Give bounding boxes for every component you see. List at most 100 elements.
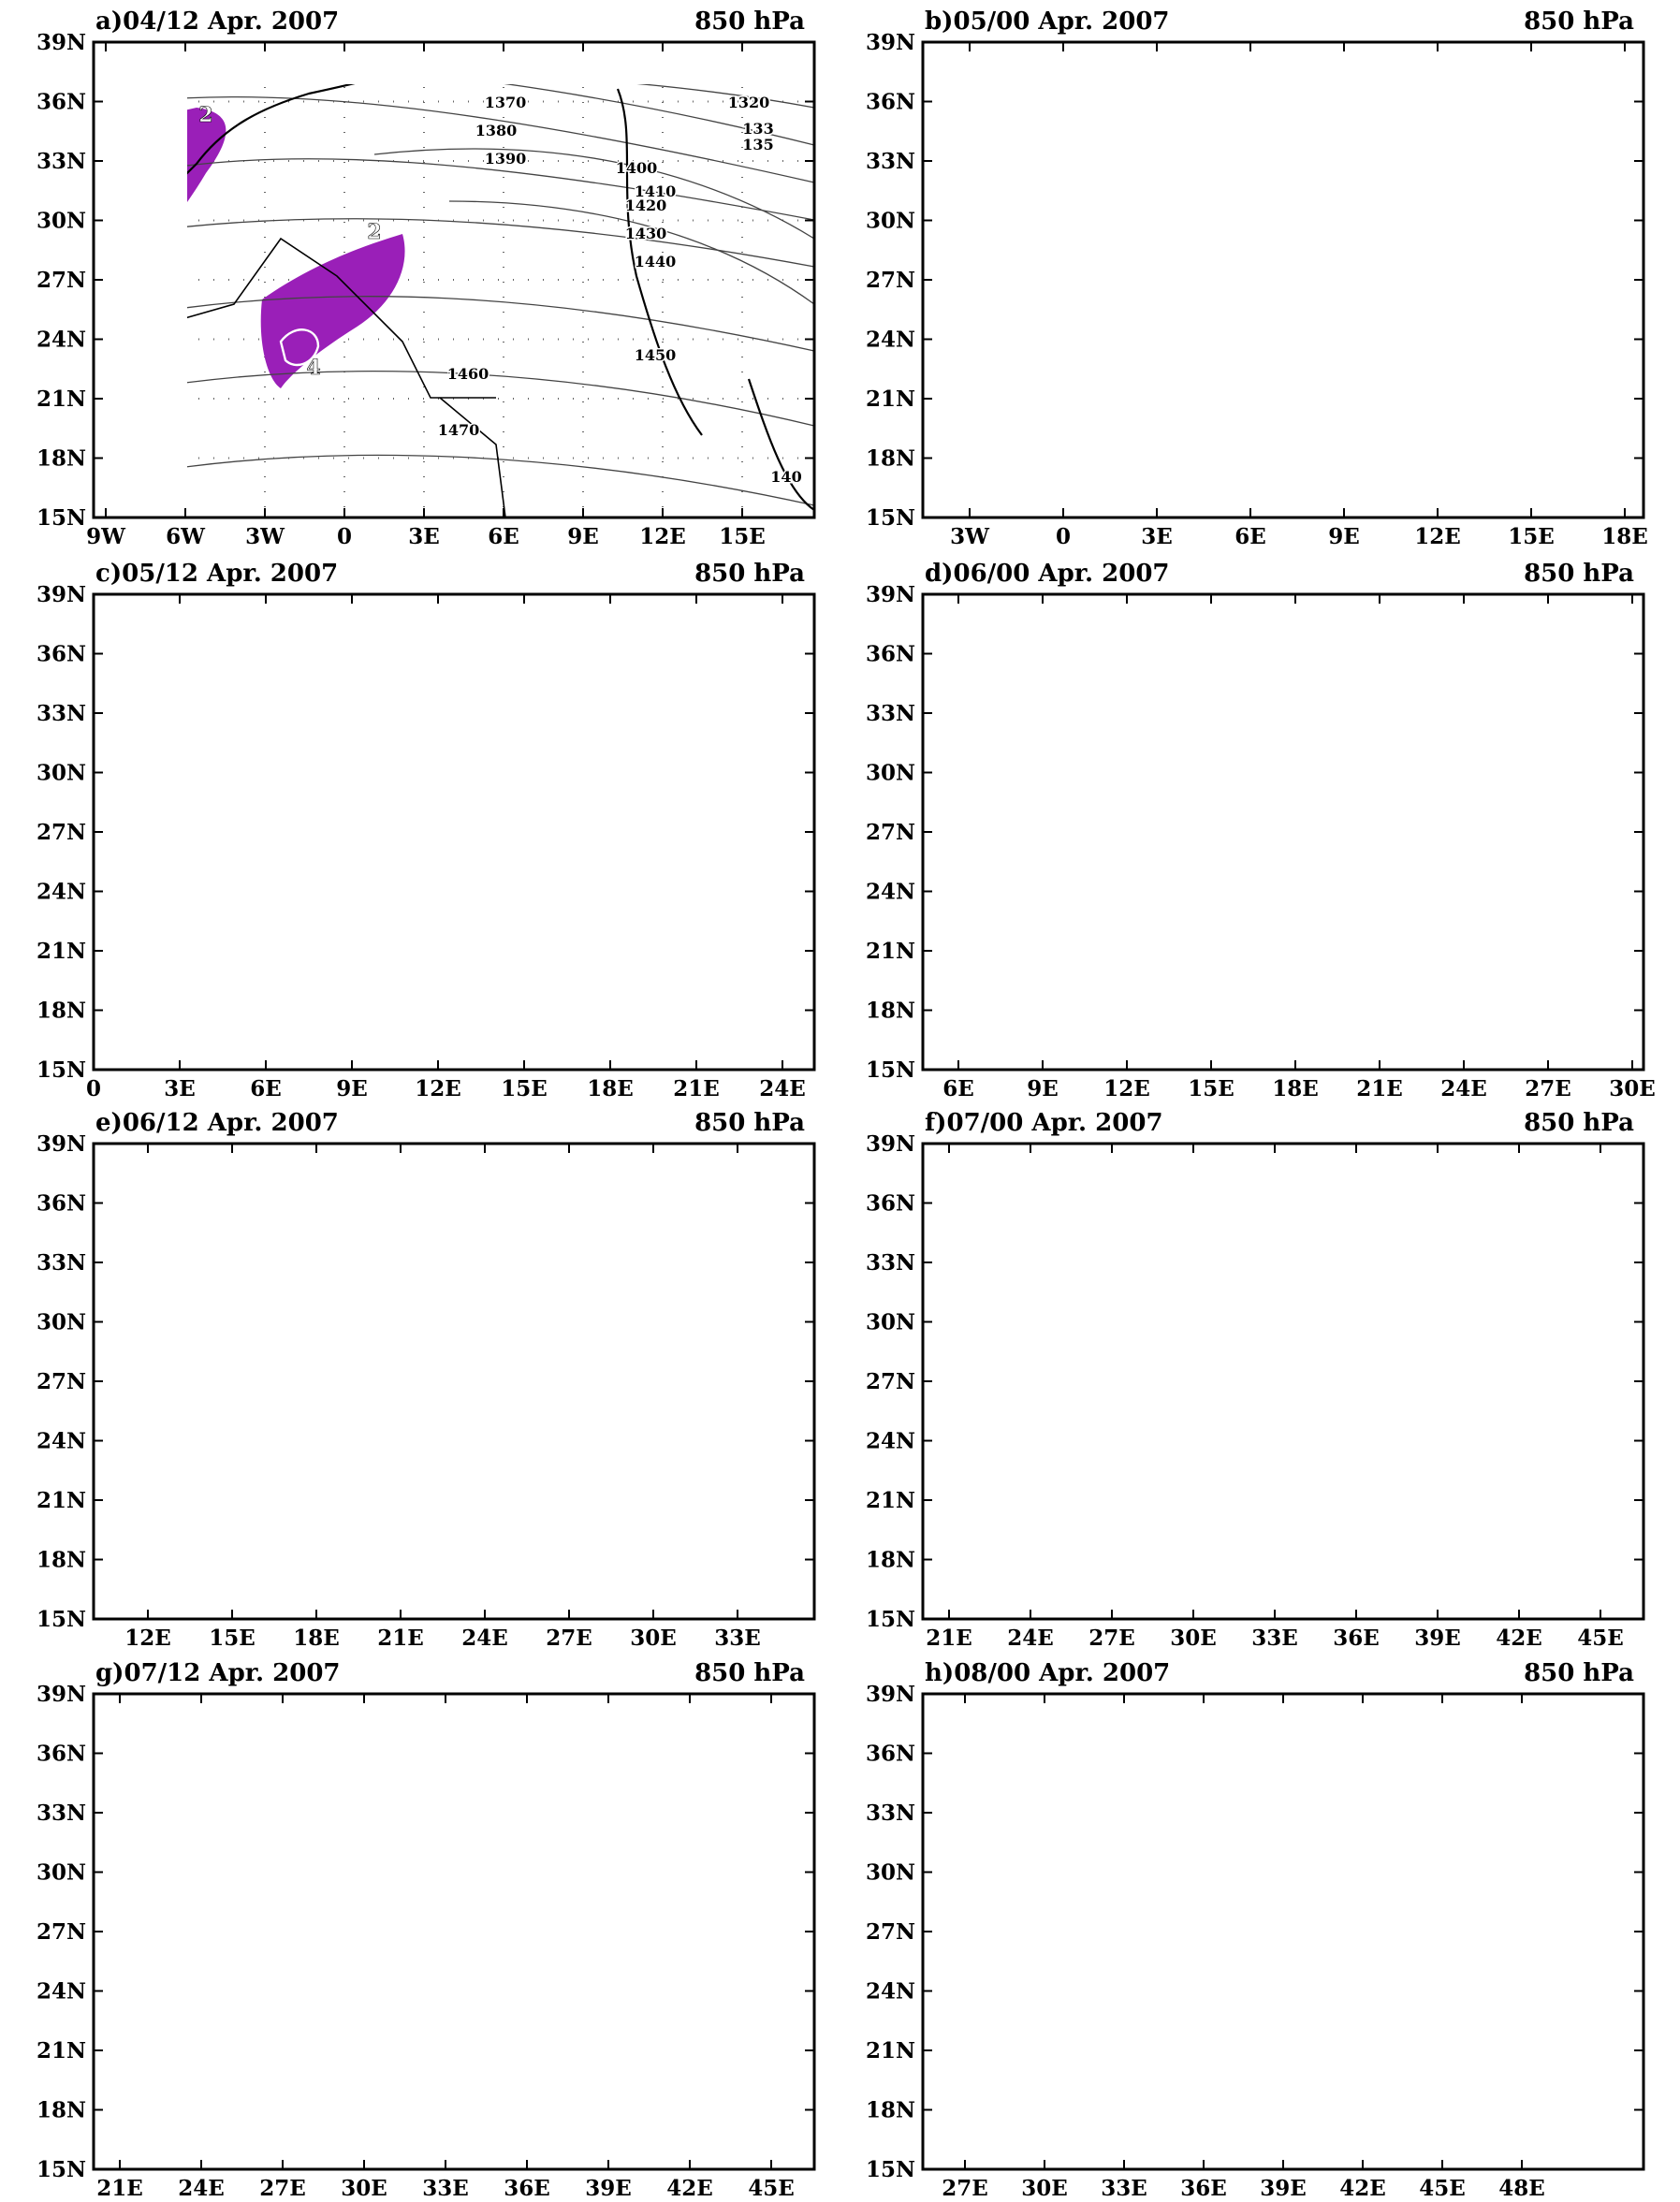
height-label: 1430 xyxy=(949,1736,991,1754)
coastline xyxy=(923,42,1335,92)
shaded-region xyxy=(292,1257,533,1555)
shading-label: 18 xyxy=(407,1345,436,1369)
height-contour xyxy=(280,1888,412,1944)
country-border xyxy=(94,1993,206,2169)
height-label: 1380 xyxy=(1183,70,1225,88)
lon-label: 15E xyxy=(1508,524,1555,549)
height-label: 1440 xyxy=(1089,1289,1132,1306)
height-label: 1490 xyxy=(522,2003,564,2020)
shaded-region xyxy=(281,1699,314,1722)
panel-f: f)07/00 Apr. 2007 850 hPa4701460147014414… xyxy=(866,1109,1645,1651)
height-contour xyxy=(94,1210,814,1275)
panel-frame xyxy=(921,40,1645,519)
height-label: 148 xyxy=(780,1499,811,1517)
lat-label: 30N xyxy=(866,1860,915,1886)
lat-label: 24N xyxy=(866,1429,915,1454)
country-border xyxy=(1447,1890,1559,1928)
lat-label: 15N xyxy=(866,1057,915,1083)
lat-label: 15N xyxy=(866,505,915,531)
map-area: 1430142014101430144014501460147014801490… xyxy=(923,1694,1645,2169)
lat-label: 39N xyxy=(37,1131,86,1157)
shading-label: 8 xyxy=(350,744,364,768)
height-contour xyxy=(923,1913,1643,1937)
shaded-region xyxy=(923,42,1035,70)
coastline xyxy=(923,1284,1204,1326)
white-contour xyxy=(1222,899,1256,925)
height-label: 1410 xyxy=(1258,1886,1300,1903)
height-label: 1480 xyxy=(429,2035,471,2053)
height-contour xyxy=(923,1743,1344,1807)
shading-label: 2 xyxy=(1145,1951,1159,1976)
country-border xyxy=(1447,229,1484,435)
lat-label: 33N xyxy=(866,701,915,726)
height-label: 1310 xyxy=(733,70,775,88)
white-contour xyxy=(279,328,320,367)
panel-title: f)07/00 Apr. 2007 xyxy=(925,1109,1163,1137)
shading-label: 12 xyxy=(1199,187,1228,211)
height-label: 1440 xyxy=(120,861,162,879)
height-label: 1420 xyxy=(1286,1745,1328,1763)
height-contour xyxy=(923,109,1643,154)
white-contour xyxy=(1101,1288,1165,1330)
white-contour xyxy=(1082,1975,1141,1999)
height-contour xyxy=(261,1873,431,1961)
shading-label: 2 xyxy=(1093,1457,1107,1481)
height-label: 1480 xyxy=(719,828,761,846)
panel-title: e)06/12 Apr. 2007 xyxy=(95,1109,339,1137)
coastline xyxy=(1447,1200,1559,1284)
lon-label: 30E xyxy=(1170,1626,1217,1651)
height-contour xyxy=(923,1452,1643,1499)
height-label: 1450 xyxy=(241,959,284,977)
lon-label: 12E xyxy=(415,1076,461,1101)
height-contour xyxy=(923,76,1643,117)
height-label: 1400 xyxy=(504,636,546,654)
country-border xyxy=(206,1993,562,2003)
height-contour xyxy=(139,676,636,942)
lon-label: 27E xyxy=(259,2176,306,2201)
height-contour xyxy=(94,285,133,518)
coastline xyxy=(1410,42,1578,360)
lat-label: 33N xyxy=(37,1250,86,1276)
coastline xyxy=(262,42,337,76)
lon-label: 36E xyxy=(1333,1626,1380,1651)
lon-label: 21E xyxy=(926,1626,972,1651)
shaded-region xyxy=(1005,1741,1345,2040)
height-label: 1410 xyxy=(1422,131,1464,149)
shading-label: 8 xyxy=(1273,797,1287,822)
coastline xyxy=(1522,229,1597,274)
coastline xyxy=(487,1853,571,1965)
coastline xyxy=(1597,285,1643,379)
shading-label: 2 xyxy=(1140,257,1154,282)
height-label: 440 xyxy=(926,669,957,687)
shaded-region xyxy=(290,1744,533,1991)
height-label: 1480 xyxy=(1380,2054,1422,2072)
lat-label: 24N xyxy=(37,328,86,353)
shaded-region xyxy=(1044,1228,1229,1361)
height-contour xyxy=(94,1785,412,1825)
lat-label: 27N xyxy=(37,820,86,845)
country-border xyxy=(487,931,496,1070)
lat-label: 18N xyxy=(866,999,915,1024)
height-label: 1470 xyxy=(1071,2143,1113,2161)
coastline xyxy=(1204,594,1316,660)
height-contour xyxy=(923,1025,1578,1065)
lon-label: 6E xyxy=(250,1076,282,1101)
panel-level: 850 hPa xyxy=(694,7,805,36)
lon-label: 39E xyxy=(1260,2176,1307,2201)
lon-label: 15E xyxy=(501,1076,548,1101)
lat-label: 27N xyxy=(37,268,86,293)
shading-label: 10 xyxy=(1283,809,1312,834)
lon-label: 15E xyxy=(719,524,766,549)
lon-label: 45E xyxy=(1419,2176,1466,2201)
white-contour xyxy=(1091,787,1331,987)
coastline xyxy=(187,84,356,175)
shading-label: 8 xyxy=(1282,1778,1296,1802)
height-contour xyxy=(923,1971,1643,1993)
height-label: 1450 xyxy=(368,1261,410,1278)
coastline xyxy=(1185,1937,1241,2068)
lat-label: 21N xyxy=(866,1488,915,1513)
lat-label: 39N xyxy=(866,582,915,607)
shading-label: 10 xyxy=(1157,1975,1186,1999)
height-contour xyxy=(187,218,815,268)
panel-title: c)05/12 Apr. 2007 xyxy=(95,560,338,588)
